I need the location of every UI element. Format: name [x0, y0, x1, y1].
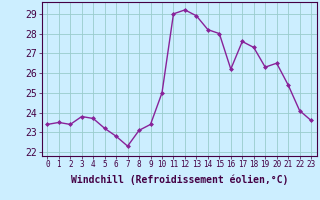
X-axis label: Windchill (Refroidissement éolien,°C): Windchill (Refroidissement éolien,°C): [70, 175, 288, 185]
